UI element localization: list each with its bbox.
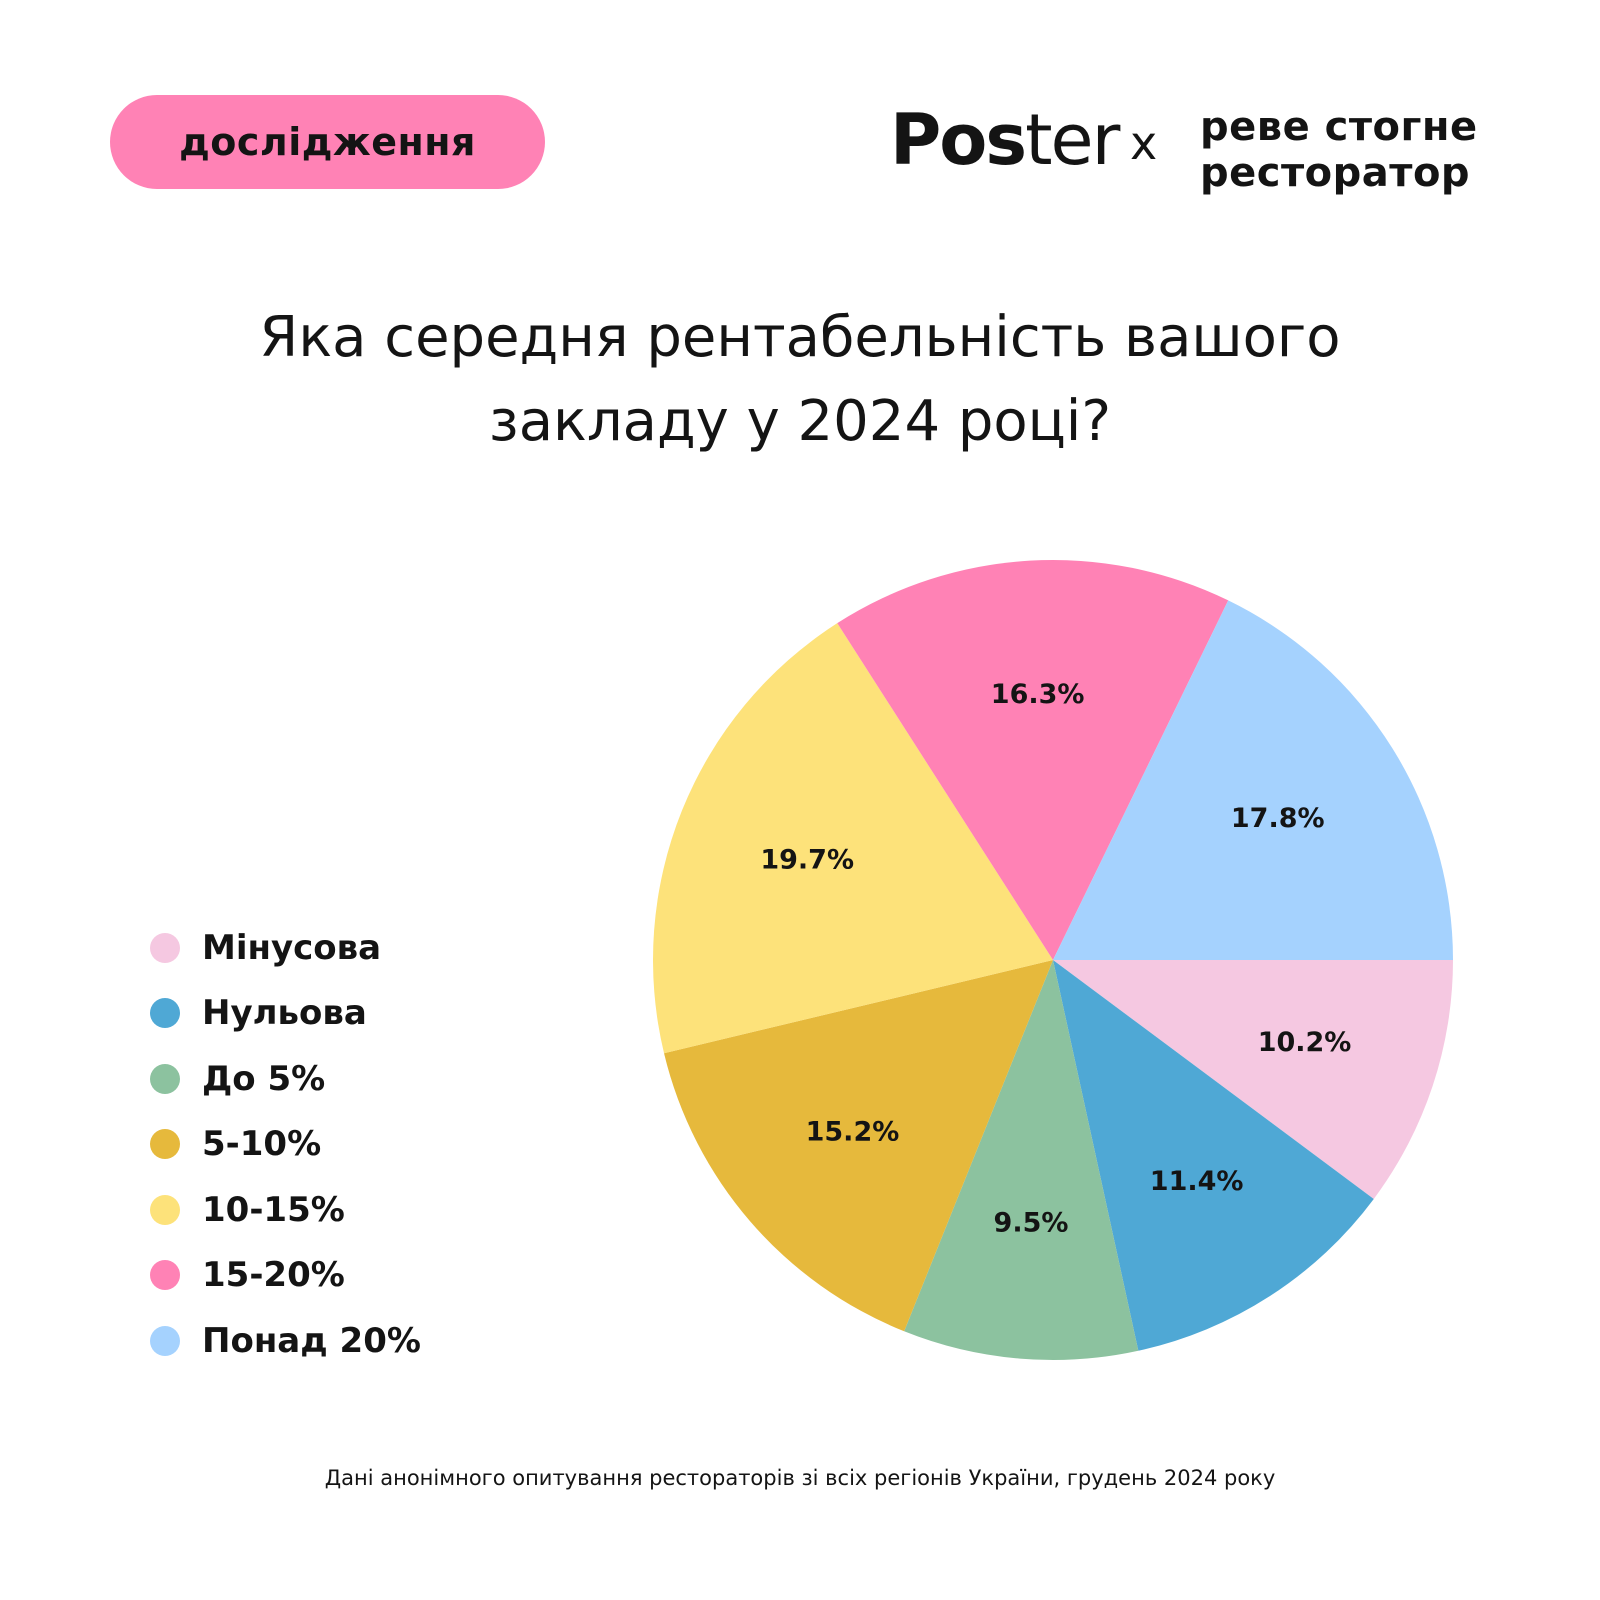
pie-slice-label-1: 10.2% (1258, 1027, 1352, 1058)
partner-logo: & реве стогне ресторатор (1200, 104, 1478, 196)
legend-swatch (150, 1325, 180, 1356)
legend-label: Нульова (202, 993, 367, 1034)
pie-slice-label-7: 17.8% (1231, 803, 1325, 834)
research-tag-label: дослідження (179, 120, 476, 164)
legend-item: Понад 20% (150, 1308, 421, 1374)
pie-slice-label-3: 9.5% (994, 1208, 1069, 1239)
legend-item: Мінусова (150, 915, 421, 981)
pie-slice-6 (837, 560, 1229, 960)
brand-logos: Poster x & реве стогне ресторатор (890, 100, 1500, 210)
legend-swatch (150, 932, 180, 963)
collab-times-sign: x (1130, 116, 1158, 170)
legend-swatch (150, 998, 180, 1029)
legend-item: Нульова (150, 981, 421, 1047)
legend-label: 15-20% (202, 1255, 345, 1296)
chart-title-line1: Яка середня рентабельність вашого (259, 305, 1341, 370)
pie-slice-3 (904, 960, 1139, 1360)
partner-logo-line1: реве стогне (1200, 104, 1478, 150)
footnote: Дані анонімного опитування рестораторів … (324, 1466, 1276, 1490)
legend-label: Понад 20% (202, 1320, 421, 1361)
legend-swatch (150, 1129, 180, 1160)
poster-logo: Poster (890, 99, 1120, 181)
legend-item: До 5% (150, 1046, 421, 1112)
pie-slice-2 (1053, 960, 1374, 1351)
pie-slice-label-4: 15.2% (806, 1117, 900, 1148)
chart-title-line2: закладу у 2024 році? (488, 389, 1112, 454)
legend-item: 15-20% (150, 1243, 421, 1309)
legend-label: 5-10% (202, 1124, 322, 1165)
poster-logo-light: ter (1025, 99, 1120, 181)
pie-slice-7 (1053, 600, 1453, 960)
pie-slice-4 (664, 960, 1053, 1332)
pie-slice-label-2: 11.4% (1150, 1166, 1244, 1197)
legend-label: До 5% (202, 1058, 326, 1099)
legend-item: 5-10% (150, 1112, 421, 1178)
pie-slice-label-6: 16.3% (991, 679, 1085, 710)
pie-slice-5 (653, 623, 1053, 1054)
pie-slice-1 (1053, 960, 1453, 1199)
partner-logo-line2: ресторатор (1200, 150, 1471, 196)
legend-swatch (150, 1063, 180, 1094)
chart-title: Яка середня рентабельність вашого заклад… (0, 296, 1600, 464)
pie-slice-label-5: 19.7% (760, 844, 854, 875)
legend-item: 10-15% (150, 1177, 421, 1243)
legend-label: 10-15% (202, 1189, 345, 1230)
legend-label: Мінусова (202, 927, 382, 968)
legend-swatch (150, 1260, 180, 1291)
research-tag: дослідження (110, 95, 545, 189)
poster-logo-bold: Pos (890, 99, 1027, 181)
legend-swatch (150, 1194, 180, 1225)
chart-legend: Мінусова Нульова До 5% 5-10% 10-15% 15-20% Пон… (150, 915, 421, 1374)
